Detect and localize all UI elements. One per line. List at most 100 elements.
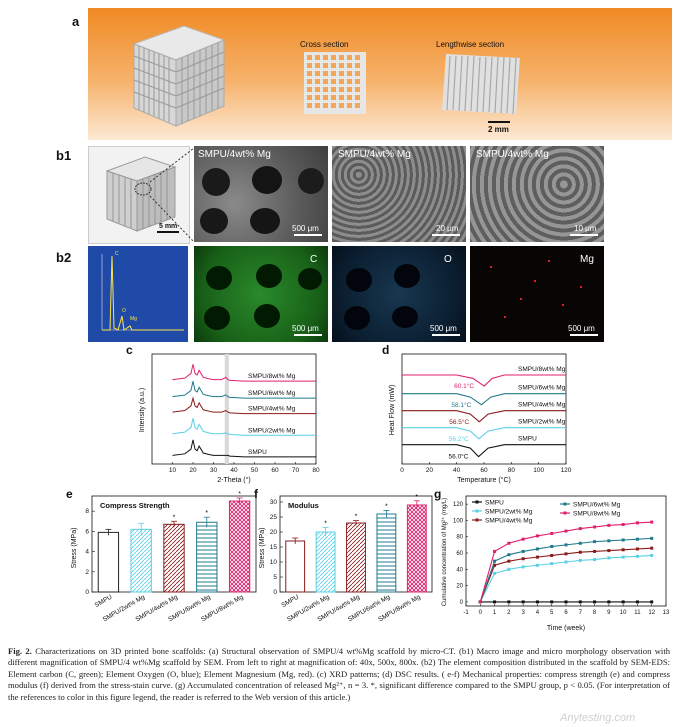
release-point (535, 600, 539, 604)
release-point (535, 563, 539, 567)
xrd-xlabel: 2-Theta (°) (217, 476, 251, 484)
release-point (578, 541, 582, 545)
svg-text:g: g (434, 488, 441, 501)
dsc-series-line (402, 427, 566, 440)
release-point (593, 549, 597, 553)
release-point (607, 539, 611, 543)
release-xtick-label: 11 (634, 610, 641, 616)
release-point (578, 558, 582, 562)
release-point (650, 520, 654, 524)
release-point (521, 537, 525, 541)
release-point (493, 571, 497, 575)
significance-marker: * (238, 491, 241, 498)
xrd-series-line (172, 396, 316, 415)
ytick-label: 0 (85, 589, 89, 596)
release-point (550, 553, 554, 557)
mg-release-ylabel: Cumulative concentration of Mg²⁺ (mg/L) (441, 498, 448, 607)
release-point (607, 549, 611, 553)
release-xtick-label: 12 (648, 610, 655, 616)
sem-title-1: SMPU/4wt% Mg (198, 149, 271, 160)
ytick-label: 25 (270, 514, 278, 521)
compress-ylabel: Stress (MPa) (71, 528, 78, 569)
xrd-series-line (172, 439, 316, 458)
svg-text:e: e (66, 488, 73, 501)
significance-marker: * (173, 514, 176, 521)
release-point (621, 555, 625, 559)
category-label: SMPU (280, 594, 300, 610)
legend-label: SMPU/2wt% Mg (485, 509, 533, 516)
dsc-xtick-label: 100 (533, 467, 544, 474)
release-point (650, 600, 654, 604)
release-xtick-label: 4 (536, 610, 540, 616)
ytick-label: 5 (273, 574, 277, 581)
xrd-series-line (172, 381, 316, 399)
scale-bar-c (294, 334, 322, 336)
lengthwise-section-image (442, 54, 520, 114)
legend-marker (563, 511, 567, 515)
release-ytick-label: 60 (456, 551, 463, 557)
release-point (493, 549, 497, 553)
scale-bar-mg (570, 334, 598, 336)
release-xtick-label: 9 (607, 610, 611, 616)
panel-b1-label: b1 (56, 148, 72, 163)
sem-title-3: SMPU/4wt% Mg (476, 149, 549, 160)
eds-map-magnesium: Mg 500 μm (470, 246, 604, 342)
release-ytick-label: 80 (456, 535, 463, 541)
release-xtick-label: 8 (593, 610, 597, 616)
release-point (621, 523, 625, 527)
mg-release-xlabel: Time (week) (547, 625, 585, 632)
significance-marker: * (324, 521, 327, 528)
scale-a-label: 2 mm (488, 125, 509, 134)
xrd-xtick-label: 40 (230, 467, 238, 474)
eds-peak-c: C (115, 251, 119, 257)
release-point (635, 554, 639, 558)
xrd-xtick-label: 30 (210, 467, 218, 474)
release-point (578, 527, 582, 531)
release-point (635, 521, 639, 525)
release-point (564, 543, 568, 547)
sem-image-10um: SMPU/4wt% Mg 10 μm (470, 146, 604, 242)
dsc-series-line (402, 374, 566, 387)
release-point (564, 560, 568, 564)
caption-text: Characterizations on 3D printed bone sca… (8, 646, 670, 702)
xrd-series-label: SMPU/6wt% Mg (248, 390, 296, 397)
sem-scale-1: 500 μm (292, 224, 319, 233)
bar (228, 500, 251, 593)
eds-scale-mg: 500 μm (568, 324, 595, 333)
dsc-series-label: SMPU/6wt% Mg (518, 385, 566, 392)
significance-marker: * (355, 514, 358, 521)
ytick-label: 8 (85, 508, 89, 515)
eds-peak-o: O (122, 308, 126, 314)
release-xtick-label: 7 (579, 610, 583, 616)
bar (346, 522, 366, 593)
dsc-xlabel: Temperature (°C) (457, 476, 511, 484)
ytick-label: 0 (273, 589, 277, 596)
dsc-series-label: SMPU/2wt% Mg (518, 419, 566, 426)
release-point (607, 556, 611, 560)
xrd-xtick-label: 60 (271, 467, 279, 474)
sem-image-20um: SMPU/4wt% Mg 20 μm (332, 146, 466, 242)
release-point (564, 600, 568, 604)
dsc-series-line (402, 393, 566, 406)
panel-a-label: a (72, 14, 80, 29)
xrd-series-label: SMPU (248, 449, 267, 456)
release-xtick-label: 3 (521, 610, 525, 616)
release-point (493, 600, 497, 604)
xrd-highlight-band (224, 354, 229, 464)
release-point (507, 553, 511, 557)
release-ytick-label: 20 (456, 584, 463, 590)
release-point (507, 567, 511, 571)
release-point (593, 600, 597, 604)
release-point (478, 600, 482, 604)
xrd-xtick-label: 70 (292, 467, 300, 474)
dsc-peak-annotation: 56.0°C (449, 453, 469, 461)
release-point (650, 546, 654, 550)
legend-label: SMPU/4wt% Mg (485, 518, 533, 525)
caption-fig-number: Fig. 2. (8, 646, 32, 656)
dsc-xtick-label: 20 (426, 467, 434, 474)
release-point (650, 536, 654, 540)
lengthwise-section-label: Lengthwise section (436, 40, 505, 49)
scale-bar-a (488, 121, 510, 123)
dsc-peak-annotation: 56.2°C (449, 435, 469, 443)
